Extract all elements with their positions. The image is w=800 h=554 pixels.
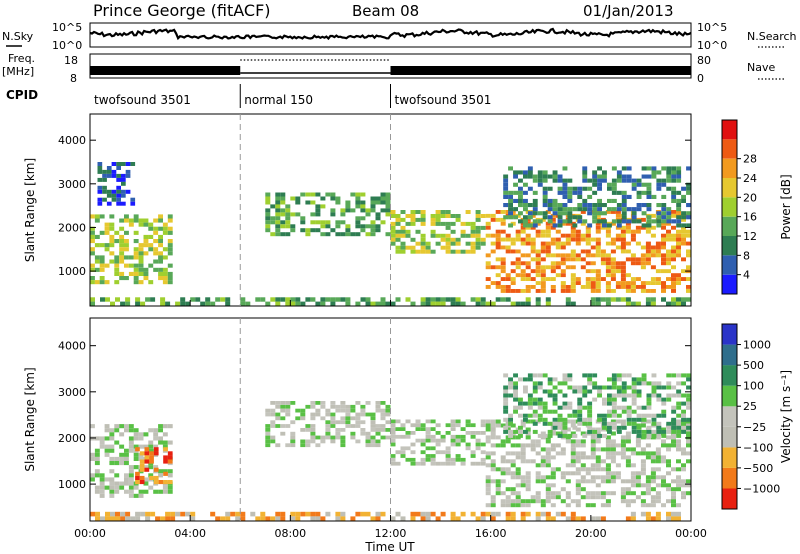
colorbar-tick-2: 12 bbox=[743, 230, 757, 243]
noise-right-label: N.Search bbox=[747, 30, 797, 43]
colorbar-tick-6: 28 bbox=[743, 153, 757, 166]
station-title: Prince George (fitACF) bbox=[93, 1, 271, 20]
echo-region-3 bbox=[390, 419, 486, 466]
y-tick-label-0: 1000 bbox=[58, 265, 86, 278]
colorbar-step-7 bbox=[722, 344, 737, 366]
y-axis-label-0: Slant Range [km] bbox=[23, 158, 37, 262]
noise-trace bbox=[89, 27, 692, 41]
x-tick-label-5: 20:00 bbox=[575, 527, 607, 540]
colorbar-step-5 bbox=[722, 178, 737, 198]
colorbar-1: 1000 500 100 25 −25 −100 −500 −1000 Velocity [m … bbox=[721, 323, 793, 510]
colorbar-step-3 bbox=[722, 216, 737, 236]
colorbar-step-2 bbox=[722, 447, 737, 468]
freq-left-label-1: Freq. bbox=[8, 52, 35, 65]
colorbar-step-1 bbox=[722, 255, 737, 275]
colorbar-label-1: Velocity [m s⁻¹] bbox=[779, 370, 793, 463]
noise-sky-line bbox=[89, 27, 692, 41]
colorbar-0: 4 8 12 16 20 24 28 Power [dB] bbox=[721, 119, 793, 295]
noise-left-tick-low: 10^0 bbox=[52, 39, 82, 52]
colorbar-tick-3: 25 bbox=[743, 400, 757, 413]
freq-band-0 bbox=[90, 66, 241, 75]
colorbar-tick-5: 24 bbox=[743, 172, 757, 185]
x-tick-label-3: 12:00 bbox=[375, 527, 407, 540]
colorbar-tick-1: 8 bbox=[743, 249, 750, 262]
colorbar-tick-0: 1000 bbox=[743, 339, 771, 352]
x-axis-label: Time UT bbox=[364, 540, 415, 554]
noise-right-tick-high: 10^5 bbox=[697, 21, 727, 34]
echo-region-2 bbox=[265, 401, 391, 448]
x-tick-label-1: 04:00 bbox=[174, 527, 206, 540]
colorbar-tick-0: 4 bbox=[743, 269, 750, 282]
cpid-segment-0: twofsound 3501 bbox=[94, 93, 191, 107]
freq-band-2 bbox=[390, 66, 691, 75]
colorbar-step-6 bbox=[722, 158, 737, 178]
colorbar-step-8 bbox=[722, 324, 737, 345]
colorbar-tick-2: 100 bbox=[743, 380, 764, 393]
y-tick-label-0: 1000 bbox=[58, 478, 86, 491]
echo-region-3 bbox=[390, 210, 486, 254]
freq-right-label: Nave bbox=[747, 61, 775, 74]
echo-region-0 bbox=[90, 424, 173, 498]
y-tick-label-2: 3000 bbox=[58, 178, 86, 191]
colorbar-tick-6: −500 bbox=[743, 462, 773, 475]
time-axis: 00:00 04:00 08:00 12:00 16:00 20:00 00:00 bbox=[74, 300, 707, 540]
x-tick-label-4: 16:00 bbox=[475, 527, 507, 540]
colorbar-step-7 bbox=[722, 139, 737, 159]
colorbar-step-0 bbox=[722, 274, 737, 294]
colorbar-label-0: Power [dB] bbox=[779, 174, 793, 239]
colorbar-step-0 bbox=[722, 488, 737, 509]
x-tick-label-0: 00:00 bbox=[74, 527, 106, 540]
colorbar-tick-4: 20 bbox=[743, 191, 757, 204]
cpid-label: CPID bbox=[6, 88, 38, 102]
colorbar-step-5 bbox=[722, 385, 737, 407]
colorbar-step-6 bbox=[722, 365, 737, 386]
noise-right-tick-low: 10^0 bbox=[697, 39, 727, 52]
y-tick-label-1: 2000 bbox=[58, 432, 86, 445]
freq-left-tick-low: 8 bbox=[70, 72, 77, 85]
echo-region-5 bbox=[503, 373, 691, 438]
echo-region-1 bbox=[97, 162, 136, 206]
colorbar-tick-1: 500 bbox=[743, 359, 764, 372]
colorbar-tick-5: −100 bbox=[743, 441, 773, 454]
colorbar-step-2 bbox=[722, 236, 737, 256]
echo-region-0 bbox=[90, 214, 173, 285]
echo-region-2 bbox=[265, 192, 391, 237]
noise-left-label: N.Sky bbox=[2, 30, 34, 43]
cpid-segment-1: normal 150 bbox=[244, 93, 313, 107]
colorbar-step-1 bbox=[722, 467, 737, 489]
freq-right-tick-low: 0 bbox=[697, 72, 704, 85]
colorbar-step-4 bbox=[722, 197, 737, 217]
freq-trace bbox=[90, 59, 691, 75]
colorbar-step-3 bbox=[722, 426, 737, 448]
freq-right-tick-high: 80 bbox=[697, 54, 711, 67]
date-title: 01/Jan/2013 bbox=[583, 2, 674, 20]
echo-region-1 bbox=[135, 447, 173, 485]
echo-region-5 bbox=[503, 166, 691, 228]
noise-left-tick-high: 10^5 bbox=[52, 21, 82, 34]
colorbar-step-4 bbox=[722, 406, 737, 427]
colorbar-tick-4: −25 bbox=[743, 421, 766, 434]
y-tick-label-2: 3000 bbox=[58, 386, 86, 399]
echo-region-6 bbox=[90, 297, 691, 306]
power-panel: 1000 2000 3000 4000 Slant Range [km] 4 8 12 16 20… bbox=[23, 113, 793, 307]
freq-left-label-2: [MHz] bbox=[2, 65, 34, 78]
x-tick-label-6: 00:00 bbox=[675, 527, 707, 540]
y-tick-label-3: 4000 bbox=[58, 340, 86, 353]
colorbar-step-8 bbox=[722, 120, 737, 140]
y-tick-label-3: 4000 bbox=[58, 134, 86, 147]
freq-left-tick-high: 18 bbox=[64, 54, 78, 67]
echo-region-6 bbox=[90, 511, 681, 521]
cpid-row: twofsound 3501 normal 150 twofsound 3501 bbox=[94, 84, 491, 108]
cpid-segment-2: twofsound 3501 bbox=[395, 93, 492, 107]
beam-title: Beam 08 bbox=[352, 2, 419, 20]
colorbar-tick-3: 16 bbox=[743, 211, 757, 224]
x-tick-label-2: 08:00 bbox=[274, 527, 306, 540]
y-axis-label-1: Slant Range [km] bbox=[23, 367, 37, 471]
y-tick-label-1: 2000 bbox=[58, 221, 86, 234]
colorbar-tick-7: −1000 bbox=[743, 482, 780, 495]
noise-panel-frame bbox=[89, 22, 692, 48]
